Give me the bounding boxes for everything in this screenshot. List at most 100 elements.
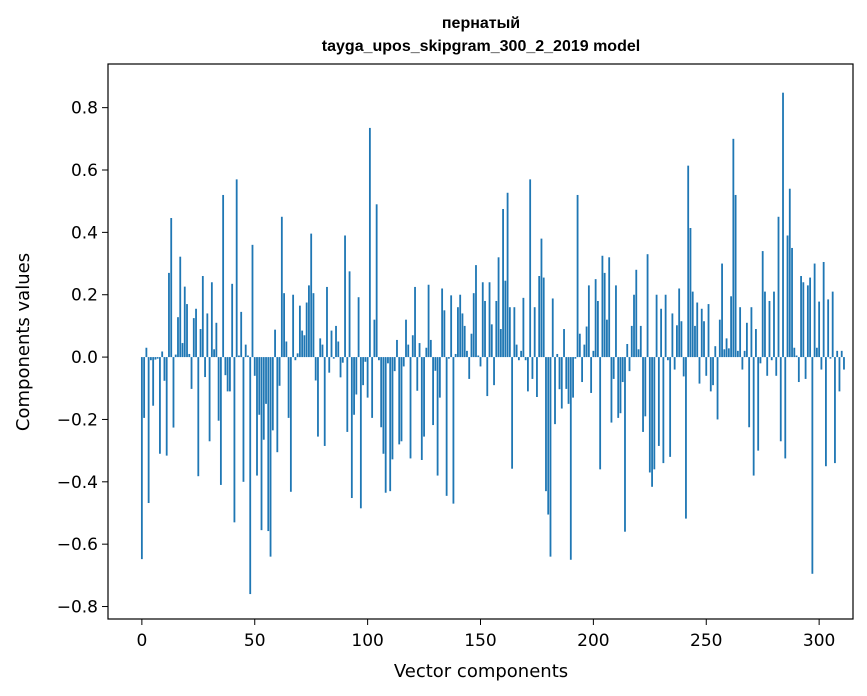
bar [547,357,550,515]
y-tick-label: −0.4 [57,473,98,493]
bar [398,357,401,445]
bar [678,288,681,358]
plot-frame [107,63,854,620]
bar [312,293,315,358]
bar [481,282,484,358]
bar [820,357,823,370]
bar [727,348,730,358]
bar [429,339,432,358]
bar [834,357,836,464]
bar [788,188,791,358]
bar [269,357,272,557]
bar [384,357,387,493]
bar [696,302,699,358]
bar [208,357,211,442]
bar [718,319,721,358]
bar [721,263,723,358]
bar [504,280,507,358]
bar [147,357,150,504]
bar [628,357,631,372]
x-tick-label: 150 [464,631,496,651]
bar [463,325,466,358]
bar [515,344,518,358]
bar [450,295,453,358]
bar [296,353,299,358]
bar [775,357,778,376]
bar [161,351,164,358]
bar [353,357,355,415]
bar [454,353,457,358]
bar [651,357,653,487]
bar [143,357,146,418]
chart-title: пернатый [442,15,520,32]
bar [170,218,173,358]
bar [811,357,814,574]
bar [224,357,227,376]
bar [689,228,692,358]
bar [536,357,538,397]
bar [197,357,200,477]
bar [558,357,561,390]
bar [355,357,358,395]
y-tick-label: 0.0 [71,348,98,368]
bar [766,357,769,376]
bar [215,322,218,358]
x-axis-label: Vector components [394,661,568,682]
bar [468,357,471,379]
bar [563,329,565,358]
bar [283,293,285,358]
bar [716,357,719,420]
bar [217,357,220,421]
bar [791,247,793,358]
bar [339,357,342,378]
bar [362,357,365,386]
bar [741,357,744,370]
bar [393,357,396,372]
bar [506,192,509,358]
bar [556,353,559,358]
bar [159,357,161,454]
bar [572,357,574,398]
bar [648,357,651,473]
bar [181,343,184,358]
bar [569,357,572,560]
bar [423,357,425,437]
bar [734,194,737,358]
bar [671,313,674,358]
bar [335,325,337,358]
bar [319,338,322,358]
bar [183,286,186,358]
bar [341,357,344,363]
bar [596,300,599,358]
bar [310,233,313,358]
bar [531,357,534,379]
bar [260,357,263,531]
bar [382,357,385,454]
bar [303,335,306,358]
bar [732,138,735,358]
bar [258,357,261,415]
bar [172,357,175,428]
bar [533,307,536,358]
bar [687,165,690,358]
bar [244,344,247,358]
bar [405,319,407,358]
bar [714,346,717,358]
bar [610,357,613,423]
x-axis-ticks: 0 50 100 150 200 250 300 [136,619,835,651]
bar [149,357,152,361]
bar [700,308,703,358]
bar [375,204,378,358]
bar [337,341,340,358]
bar [755,329,757,358]
bar [707,304,710,358]
bar [673,357,676,370]
bar [330,330,333,358]
bar [416,357,419,391]
x-tick-label: 50 [244,631,266,651]
bar [493,357,495,386]
bar [475,265,477,358]
bar [174,354,177,358]
